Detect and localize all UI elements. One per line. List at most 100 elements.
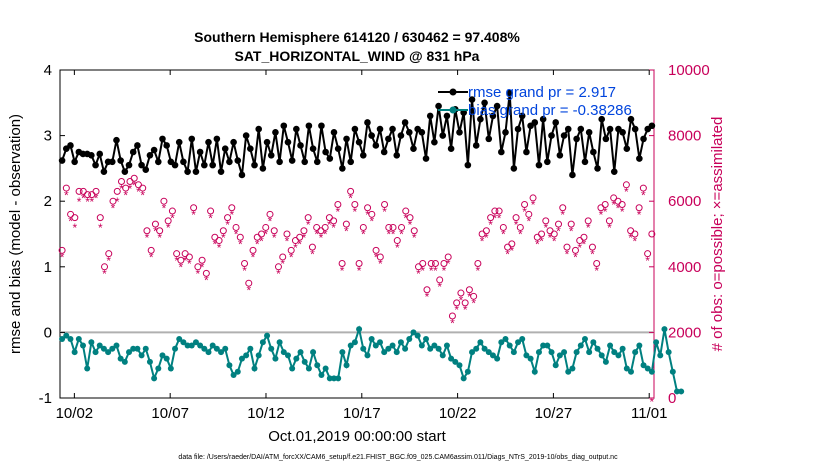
bias-point: [648, 368, 655, 375]
rmse-point: [577, 125, 585, 133]
rmse-point: [92, 161, 99, 169]
obs-assimilated-point: *: [297, 238, 302, 252]
bias-point: [669, 368, 676, 375]
obs-assimilated-point: *: [64, 188, 69, 202]
rmse-point: [351, 125, 359, 133]
obs-possible-point: [194, 263, 202, 271]
obs-assimilated-point: *: [488, 218, 493, 232]
rmse-point: [180, 158, 187, 166]
bias-point: [134, 345, 141, 352]
bias-point: [385, 345, 392, 352]
rmse-point: [648, 122, 656, 130]
bias-point: [121, 358, 128, 365]
obs-assimilated-point: *: [425, 290, 430, 304]
bias-point: [67, 335, 74, 342]
rmse-point: [146, 151, 154, 159]
obs-assimilated-point: *: [238, 238, 243, 252]
rmse-point: [485, 135, 493, 143]
bias-point: [460, 375, 467, 382]
rmse-point: [560, 132, 568, 139]
bias-point: [661, 326, 668, 333]
rmse-point: [138, 161, 145, 169]
obs-assimilated-point: *: [552, 234, 557, 248]
obs-assimilated-point: *: [484, 231, 489, 245]
rmse-point: [573, 135, 580, 143]
obs-possible-point: [644, 250, 652, 258]
obs-assimilated-point: *: [391, 228, 396, 242]
rmse-point: [535, 161, 543, 169]
obs-assimilated-point: *: [497, 211, 502, 225]
bias-point: [293, 355, 300, 362]
bias-point: [113, 342, 120, 349]
bias-point: [640, 362, 647, 369]
bias-point: [322, 365, 329, 372]
bias-point: [427, 345, 434, 352]
bias-point: [435, 345, 442, 352]
obs-possible-point: [300, 227, 308, 235]
rmse-point: [523, 148, 530, 156]
obs-possible-point: [584, 217, 592, 225]
obs-possible-point: [134, 181, 142, 189]
legend-bias-marker: [449, 106, 457, 114]
obs-possible-point: [571, 246, 579, 254]
obs-assimilated-point: *: [361, 228, 366, 242]
bias-point: [644, 365, 651, 372]
obs-possible-point: [410, 227, 418, 235]
obs-assimilated-point: *: [450, 316, 455, 330]
legend-rmse-marker: [449, 88, 457, 96]
bias-point: [289, 365, 296, 372]
rmse-point: [631, 125, 639, 133]
bias-point: [138, 352, 145, 359]
obs-assimilated-point: *: [327, 218, 332, 232]
rmse-point: [100, 168, 108, 175]
obs-assimilated-point: *: [136, 185, 141, 199]
bias-point: [368, 335, 375, 342]
obs-assimilated-point: *: [603, 205, 608, 219]
obs-assimilated-point: *: [348, 192, 353, 206]
obs-possible-point: [198, 256, 206, 264]
plot-area: -1 0 1 2 3 4 0 2000 4000 6000 8000 10000 10/02 10/07 1…: [39, 62, 710, 422]
obs-assimilated-point: *: [234, 228, 239, 242]
obs-possible-point: [101, 263, 109, 271]
rmse-point: [564, 125, 572, 133]
bias-point: [176, 335, 183, 342]
obs-assimilated-point: *: [289, 251, 294, 265]
obs-possible-point: [482, 227, 490, 235]
bias-point: [489, 352, 496, 359]
obs-assimilated-point: *: [276, 267, 281, 281]
obs-assimilated-point: *: [242, 264, 247, 278]
obs-possible-point: [414, 263, 422, 271]
rmse-point: [129, 148, 137, 156]
obs-possible-point: [338, 260, 346, 268]
rmse-point: [539, 115, 547, 123]
rmse-point: [343, 135, 350, 143]
bias-point: [356, 326, 363, 333]
obs-assimilated-point: *: [208, 211, 213, 225]
obs-possible-point: [283, 230, 291, 238]
rmse-point: [297, 142, 304, 149]
rmse-point: [188, 135, 196, 143]
obs-possible-point: [190, 204, 198, 212]
bias-point: [351, 339, 358, 346]
bias-point: [502, 335, 509, 342]
rmse-point: [334, 145, 342, 153]
bias-point: [414, 332, 421, 339]
obs-possible-point: [249, 246, 257, 254]
obs-possible-point: [635, 204, 643, 212]
bias-point: [607, 342, 614, 349]
rmse-point: [67, 142, 74, 149]
bias-point: [184, 342, 191, 349]
x-tick-label: 10/22: [439, 405, 477, 422]
bias-point: [611, 349, 618, 356]
bias-point: [485, 349, 492, 356]
rmse-point: [506, 89, 513, 97]
bias-point: [180, 339, 187, 346]
obs-assimilated-point: *: [611, 198, 616, 212]
bias-point: [126, 349, 133, 356]
obs-possible-point: [359, 223, 367, 231]
obs-assimilated-point: *: [616, 201, 621, 215]
bias-point: [230, 372, 237, 379]
x-tick-label: 10/12: [247, 405, 285, 422]
y-right-tick-label: 4000: [668, 259, 701, 276]
bias-point: [259, 339, 266, 346]
